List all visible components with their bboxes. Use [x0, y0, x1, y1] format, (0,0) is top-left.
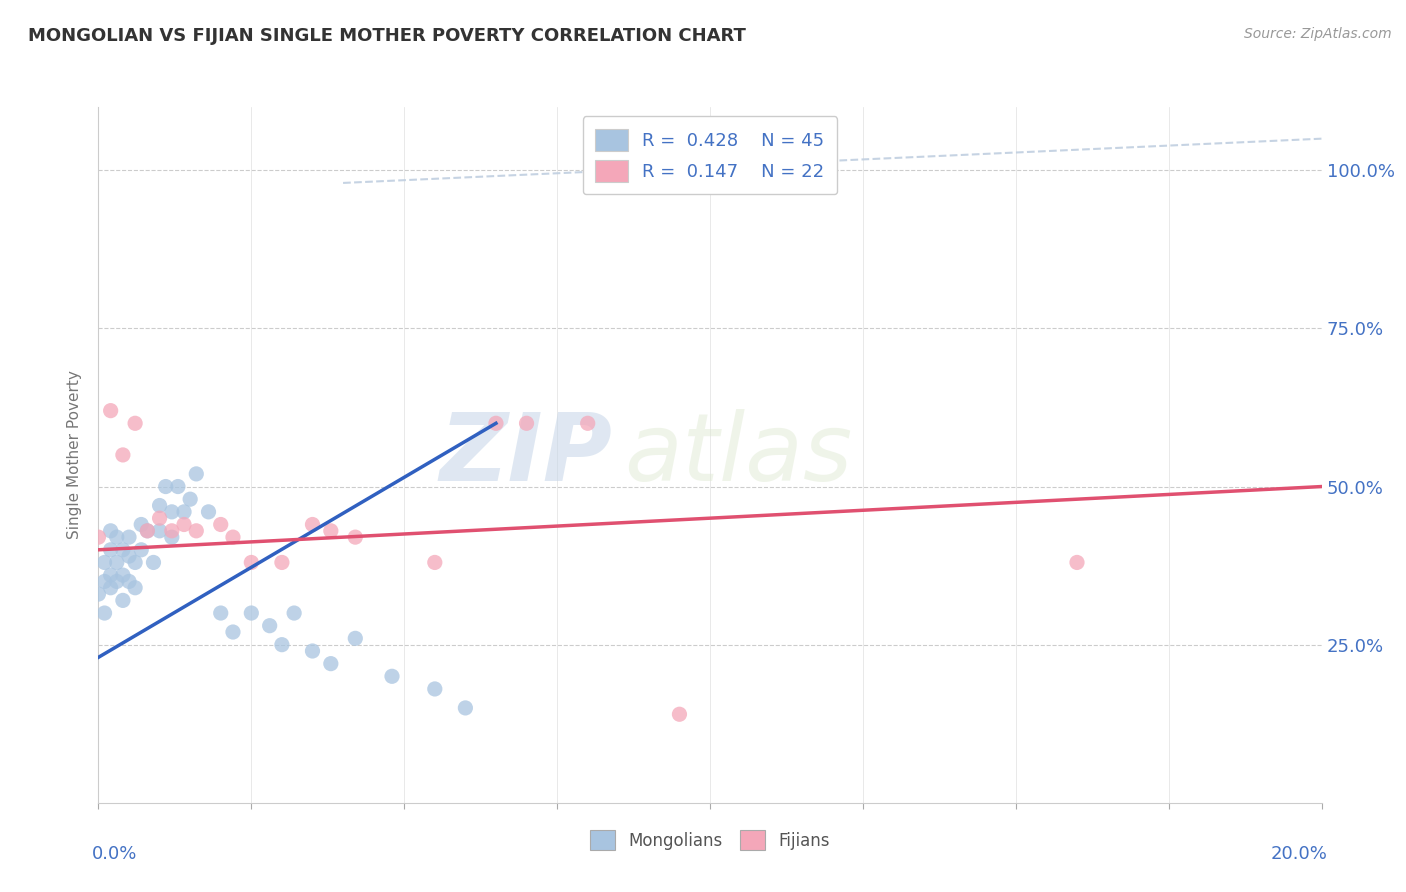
Point	[209, 517, 232, 532]
Point	[100, 568, 122, 582]
Point	[111, 568, 134, 582]
Point	[197, 505, 219, 519]
Point	[100, 581, 122, 595]
Point	[485, 417, 508, 431]
Point	[100, 403, 122, 417]
Point	[160, 530, 183, 544]
Point	[124, 581, 146, 595]
Point	[149, 511, 172, 525]
Text: atlas: atlas	[624, 409, 852, 500]
Point	[124, 417, 146, 431]
Point	[160, 505, 183, 519]
Point	[423, 681, 446, 696]
Text: 20.0%: 20.0%	[1271, 845, 1327, 863]
Point	[319, 657, 342, 671]
Point	[516, 417, 538, 431]
Point	[105, 556, 128, 570]
Point	[240, 556, 263, 570]
Point	[173, 517, 195, 532]
Text: MONGOLIAN VS FIJIAN SINGLE MOTHER POVERTY CORRELATION CHART: MONGOLIAN VS FIJIAN SINGLE MOTHER POVERT…	[28, 27, 747, 45]
Point	[344, 632, 367, 646]
Text: ZIP: ZIP	[439, 409, 612, 501]
Point	[111, 448, 134, 462]
Point	[118, 530, 141, 544]
Point	[186, 467, 208, 481]
Point	[668, 707, 690, 722]
Point	[270, 556, 292, 570]
Point	[173, 505, 195, 519]
Point	[1066, 556, 1088, 570]
Point	[155, 479, 177, 493]
Point	[186, 524, 208, 538]
Point	[240, 606, 263, 620]
Point	[222, 530, 245, 544]
Point	[100, 542, 122, 557]
Point	[111, 542, 134, 557]
Point	[301, 517, 323, 532]
Point	[259, 618, 281, 632]
Point	[344, 530, 367, 544]
Point	[93, 556, 115, 570]
Point	[118, 549, 141, 563]
Point	[105, 530, 128, 544]
Point	[142, 556, 165, 570]
Text: Source: ZipAtlas.com: Source: ZipAtlas.com	[1244, 27, 1392, 41]
Point	[283, 606, 305, 620]
Point	[111, 593, 134, 607]
Point	[222, 625, 245, 640]
Point	[149, 499, 172, 513]
Point	[319, 524, 342, 538]
Point	[149, 524, 172, 538]
Point	[129, 542, 152, 557]
Point	[179, 492, 201, 507]
Point	[93, 574, 115, 589]
Point	[118, 574, 141, 589]
Point	[160, 524, 183, 538]
Point	[454, 701, 477, 715]
Point	[576, 417, 599, 431]
Point	[87, 587, 110, 601]
Point	[381, 669, 404, 683]
Point	[167, 479, 190, 493]
Point	[87, 530, 110, 544]
Point	[136, 524, 159, 538]
Point	[209, 606, 232, 620]
Point	[270, 638, 292, 652]
Y-axis label: Single Mother Poverty: Single Mother Poverty	[67, 370, 83, 540]
Point	[124, 556, 146, 570]
Point	[105, 574, 128, 589]
Legend: Mongolians, Fijians: Mongolians, Fijians	[583, 823, 837, 857]
Point	[301, 644, 323, 658]
Point	[136, 524, 159, 538]
Point	[129, 517, 152, 532]
Point	[423, 556, 446, 570]
Point	[93, 606, 115, 620]
Point	[100, 524, 122, 538]
Text: 0.0%: 0.0%	[93, 845, 138, 863]
